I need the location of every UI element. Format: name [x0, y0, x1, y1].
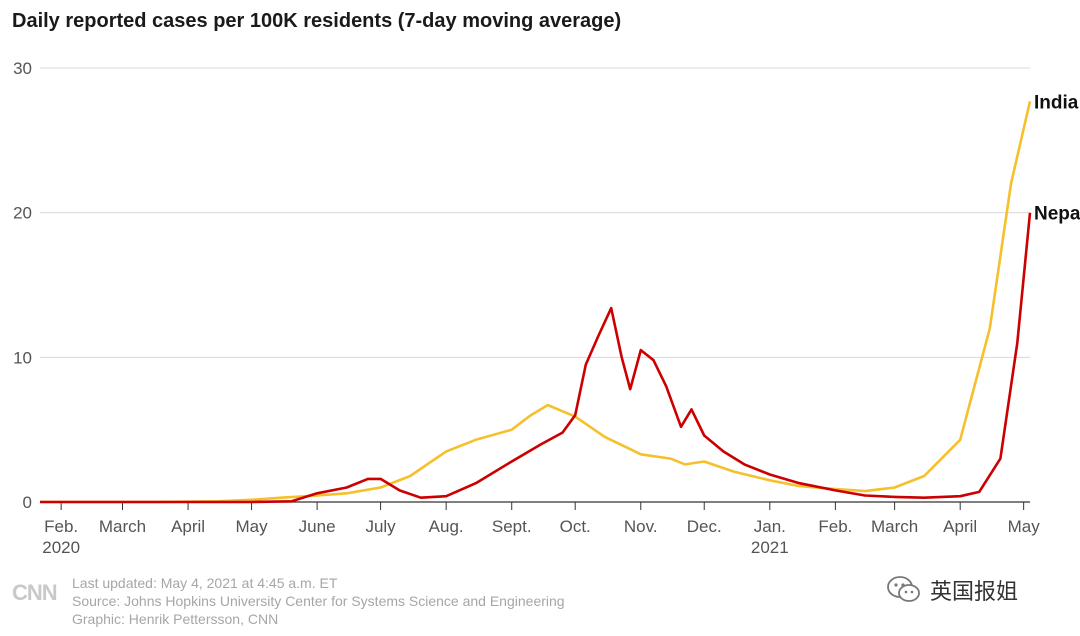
x-tick-label: Oct.	[560, 517, 591, 536]
series-label-india: India	[1034, 92, 1079, 113]
series-labels: India Nepal	[1034, 92, 1080, 224]
series-label-nepal: Nepal	[1034, 204, 1080, 225]
x-tick-label: April	[171, 517, 205, 536]
x-tick-label: May	[235, 517, 268, 536]
x-tick-label: July	[365, 517, 396, 536]
x-tick-label: Nov.	[624, 517, 658, 536]
y-tick-label: 20	[13, 204, 32, 223]
x-tick-label: Sept.	[492, 517, 532, 536]
x-tick-label: Aug.	[429, 517, 464, 536]
y-tick-label: 0	[23, 493, 32, 512]
footer-meta: Last updated: May 4, 2021 at 4:45 a.m. E…	[72, 574, 772, 628]
watermark: 英国报姐	[886, 574, 1018, 606]
x-tick-label: Dec.	[687, 517, 722, 536]
x-tick-label: March	[99, 517, 146, 536]
x-tick-label: March	[871, 517, 918, 536]
x-axis: Feb. 2020 March April May June July Aug. Sept. Oc…	[42, 502, 1040, 557]
cnn-logo: CNN	[12, 580, 58, 605]
chart-title: Daily reported cases per 100K residents …	[12, 10, 622, 32]
x-tick-label: Feb.	[818, 517, 852, 536]
watermark-text: 英国报姐	[930, 580, 1019, 605]
x-tick-label: Jan.	[754, 517, 786, 536]
x-tick-label: April	[943, 517, 977, 536]
x-tick-year: 2021	[751, 538, 789, 557]
x-tick-label: June	[299, 517, 336, 536]
y-tick-label: 10	[13, 348, 32, 367]
last-updated: Last updated: May 4, 2021 at 4:45 a.m. E…	[72, 575, 338, 591]
x-tick-label: May	[1008, 517, 1041, 536]
x-tick-label: Feb.	[44, 517, 78, 536]
grid-layer: 0 10 20 30	[13, 59, 1030, 512]
line-chart: 0 10 20 30 Feb. 2020 March April May June July Aug…	[13, 59, 1080, 557]
series-line-nepal	[40, 212, 1032, 504]
y-tick-label: 30	[13, 59, 32, 78]
graphic-credit: Graphic: Henrik Pettersson, CNN	[72, 611, 279, 627]
x-tick-year: 2020	[42, 538, 80, 557]
series-layer	[40, 101, 1032, 504]
wechat-icon	[887, 576, 920, 602]
series-line-india	[40, 101, 1032, 504]
source-note: Source: Johns Hopkins University Center …	[72, 593, 565, 609]
